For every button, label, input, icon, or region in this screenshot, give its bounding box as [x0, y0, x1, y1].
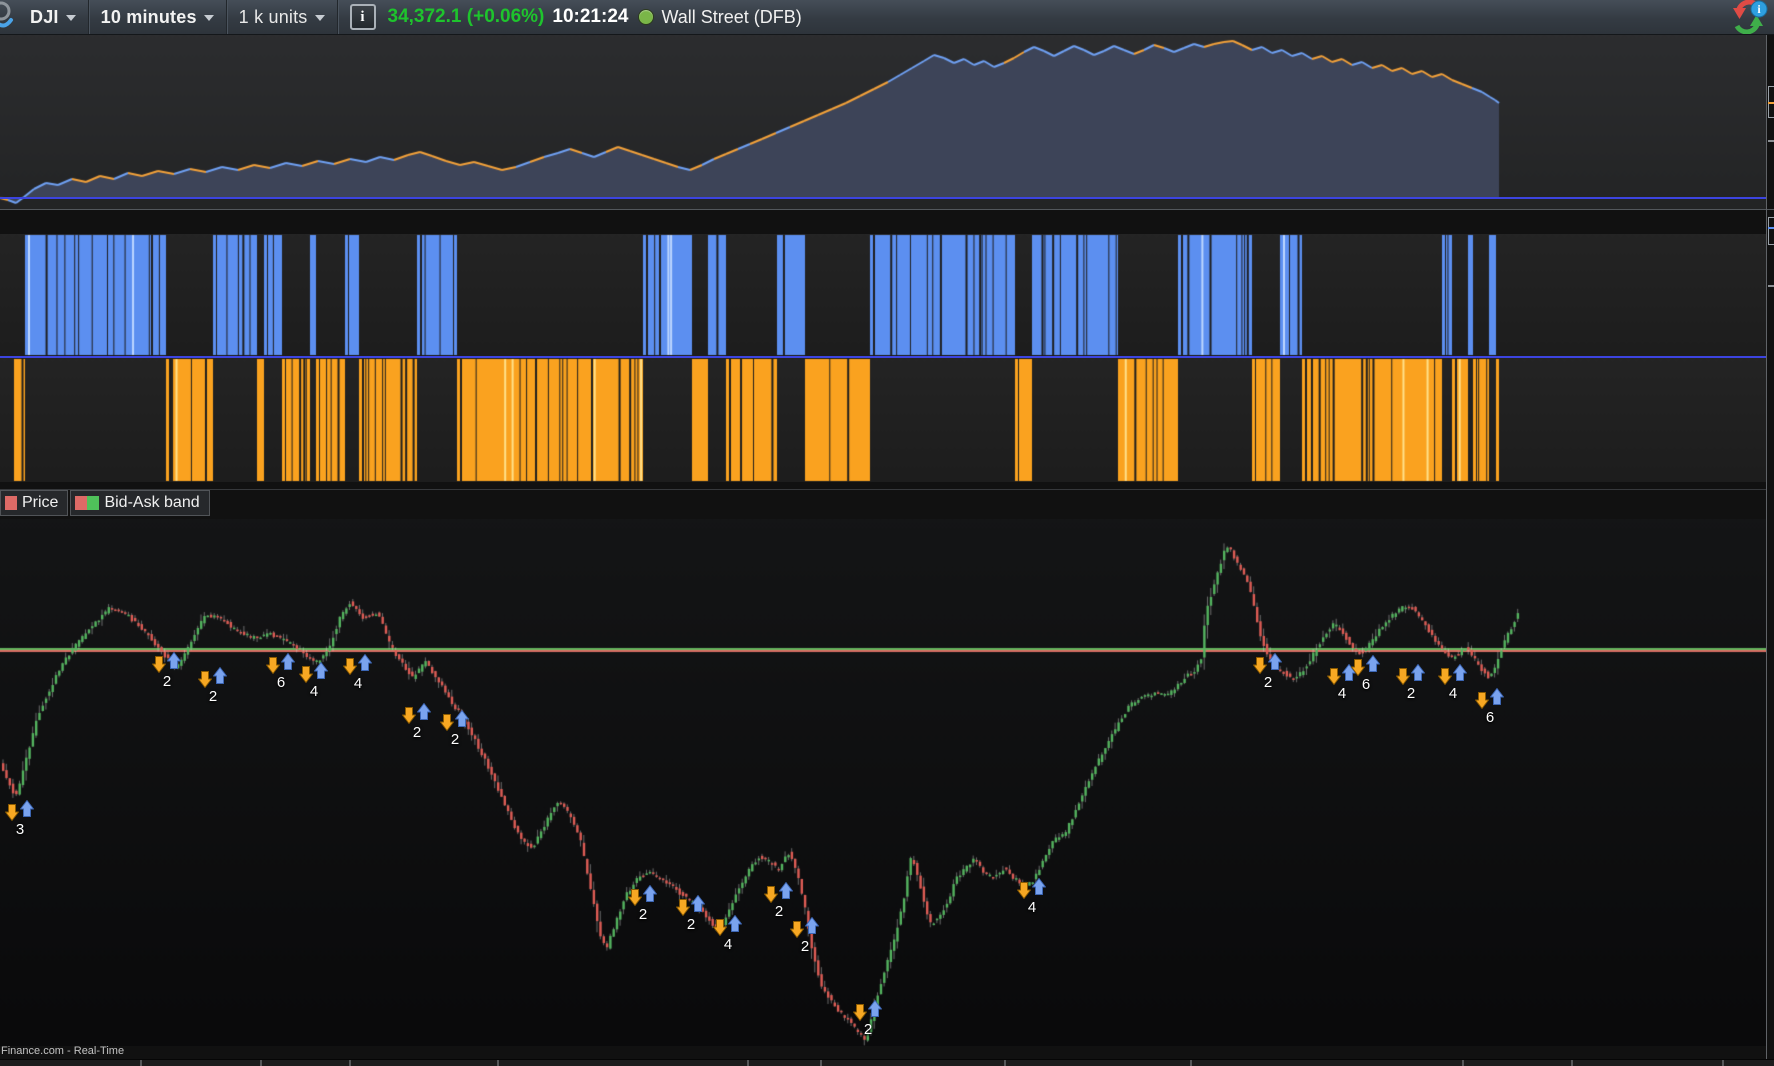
info-badge-icon: [1750, 0, 1768, 18]
edge-clipped-sync-icon: [0, 1, 13, 28]
info-icon[interactable]: i: [349, 4, 376, 30]
pane-separator-line: [0, 489, 1766, 490]
legend-item-bidask[interactable]: Bid-Ask band: [70, 490, 210, 516]
horizontal-scrollbar[interactable]: [0, 1059, 1774, 1066]
price-candlestick-chart[interactable]: [0, 519, 1766, 1046]
units-label: 1 k units: [238, 6, 308, 27]
last-price: 34,372.1 (+0.06%): [387, 6, 545, 27]
scrollbar-tick: [497, 1060, 499, 1066]
bidask-swatch-icon: [75, 496, 100, 510]
signal-scale-tick: [1768, 227, 1774, 229]
overview-area-chart[interactable]: [0, 35, 1766, 210]
market-name: Wall Street (DFB): [661, 6, 802, 27]
scrollbar-tick: [1462, 1060, 1464, 1066]
gutter-tick: [1768, 285, 1774, 287]
timeframe-label: 10 minutes: [100, 6, 197, 27]
legend-item-price[interactable]: Price: [0, 490, 69, 516]
chart-legend: Price Bid-Ask band: [0, 490, 210, 516]
scrollbar-tick: [260, 1060, 262, 1066]
scrollbar-tick: [747, 1060, 749, 1066]
legend-price-label: Price: [22, 494, 59, 511]
gutter-tick: [1768, 140, 1774, 142]
scrollbar-tick: [1190, 1060, 1192, 1066]
scrollbar-tick: [1004, 1060, 1006, 1066]
toolbar-separator: [225, 0, 227, 34]
timeframe-dropdown[interactable]: 10 minutes: [89, 0, 226, 34]
pane-divider-line: [0, 197, 1766, 199]
signal-scale-handle[interactable]: [1768, 217, 1774, 245]
legend-bidask-label: Bid-Ask band: [104, 494, 200, 511]
scrollbar-tick: [1571, 1060, 1573, 1066]
sell-signal-band-chart[interactable]: [0, 358, 1766, 482]
scrollbar-tick: [140, 1060, 142, 1066]
pane-divider-line: [0, 356, 1766, 358]
chevron-down-icon: [314, 15, 325, 21]
buy-signal-band-chart[interactable]: [0, 234, 1766, 356]
scrollbar-tick: [1722, 1060, 1724, 1066]
toolbar-separator: [87, 0, 89, 34]
scrollbar-tick: [820, 1060, 822, 1066]
units-dropdown[interactable]: 1 k units: [227, 0, 337, 34]
toolbar: DJI 10 minutes 1 k units i 34,372.1 (+0.…: [0, 0, 1774, 35]
toolbar-separator: [336, 0, 338, 34]
overview-scale-tick: [1768, 102, 1774, 104]
clock-time: 10:21:24: [552, 6, 629, 27]
attribution-text: Finance.com - Real-Time: [1, 1045, 125, 1057]
symbol-label: DJI: [30, 6, 59, 27]
chevron-down-icon: [65, 15, 76, 21]
price-swatch-icon: [5, 496, 17, 510]
pane-separator-line: [0, 209, 1774, 210]
svg-text:i: i: [1757, 2, 1761, 16]
market-status-dot: [638, 9, 655, 25]
right-gutter-border: [1766, 35, 1767, 1066]
refresh-button[interactable]: i: [1726, 0, 1770, 35]
symbol-dropdown[interactable]: DJI: [18, 0, 88, 34]
chevron-down-icon: [203, 15, 214, 21]
scrollbar-tick: [349, 1060, 351, 1066]
